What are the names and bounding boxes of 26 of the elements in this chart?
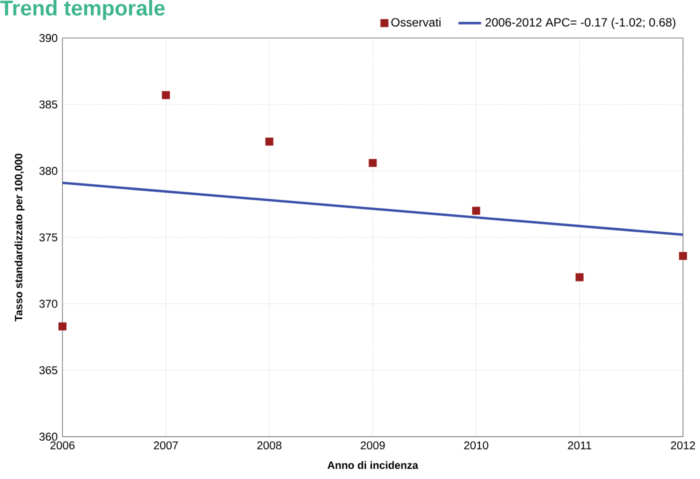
x-tick-label: 2012 bbox=[671, 442, 696, 450]
y-tick-label: 365 bbox=[39, 366, 58, 374]
chart-title: Trend temporale bbox=[0, 0, 165, 20]
y-tick-label: 385 bbox=[39, 100, 58, 109]
legend-label: Osservati bbox=[391, 18, 440, 27]
point bbox=[368, 159, 377, 168]
y-axis-title: Tasso standardizzato per 100,000 bbox=[14, 154, 24, 322]
y-tick-label: 370 bbox=[39, 300, 58, 308]
point bbox=[265, 138, 274, 146]
point bbox=[162, 91, 170, 100]
y-tick-label: 390 bbox=[39, 34, 58, 42]
x-tick-label: 2010 bbox=[464, 442, 488, 450]
x-tick-label: 2008 bbox=[257, 442, 282, 450]
x-tick-label: 2006 bbox=[50, 442, 75, 450]
x-tick-label: 2007 bbox=[154, 442, 178, 450]
x-tick-label: 2011 bbox=[568, 442, 592, 450]
x-tick-label: 2009 bbox=[360, 442, 385, 450]
y-tick-label: 375 bbox=[39, 234, 58, 242]
y-tick-label: 380 bbox=[39, 167, 58, 176]
point bbox=[679, 252, 687, 260]
point bbox=[472, 207, 480, 215]
point bbox=[58, 322, 66, 331]
x-axis-title: Anno di incidenza bbox=[328, 461, 418, 470]
y-tick-label: 360 bbox=[39, 432, 58, 441]
legend-label: 2006-2012 APC= -0.17 (-1.02; 0.68) bbox=[486, 18, 676, 30]
point bbox=[576, 273, 584, 282]
